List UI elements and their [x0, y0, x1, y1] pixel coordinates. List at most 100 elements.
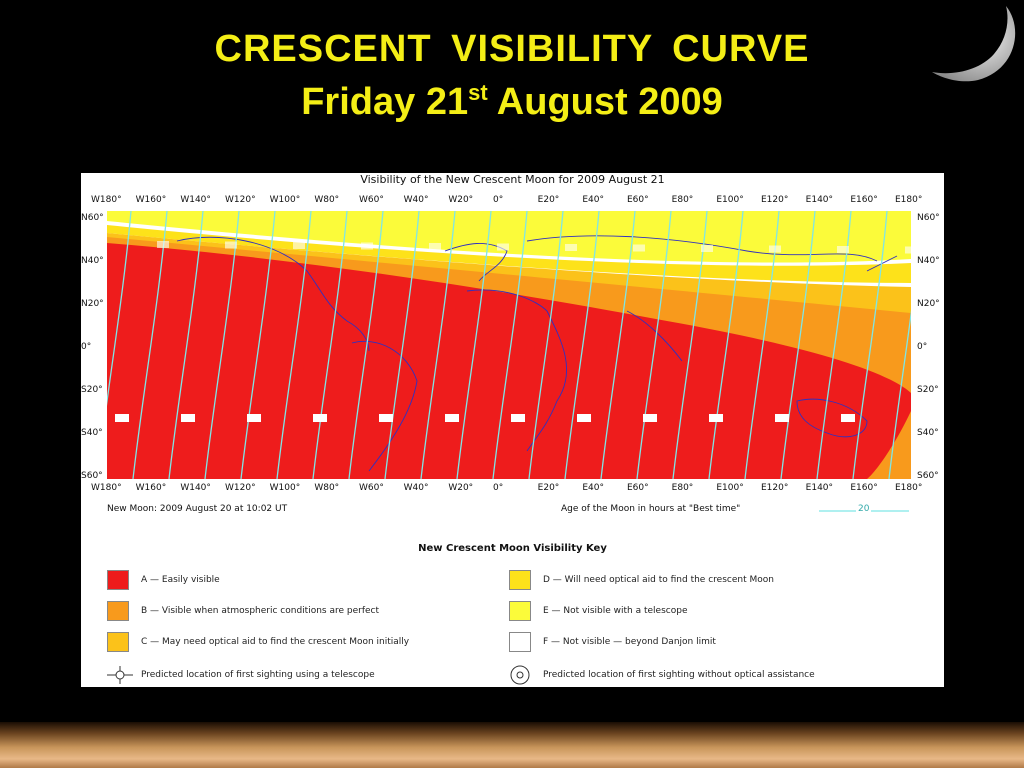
- telescope-sighting-label: Predicted location of first sighting usi…: [141, 670, 375, 680]
- longitude-label: E60°: [627, 195, 649, 205]
- latitude-label: 0°: [917, 342, 928, 352]
- contour-label-marker: [905, 246, 911, 254]
- longitude-label: W60°: [359, 195, 384, 205]
- contour-label-marker: [841, 414, 855, 422]
- visibility-map-panel: Visibility of the New Crescent Moon for …: [81, 173, 944, 687]
- contour-label-marker: [577, 414, 591, 422]
- longitude-label: W100°: [269, 483, 301, 493]
- contour-label-marker: [497, 243, 509, 251]
- longitude-label: W40°: [403, 195, 429, 205]
- longitude-label: E160°: [850, 483, 878, 493]
- latitude-label: S60°: [81, 471, 103, 481]
- moon-age-contour: [168, 211, 204, 479]
- longitude-label: E80°: [671, 483, 694, 493]
- contour-label-marker: [157, 241, 169, 248]
- moon-age-contour: [456, 211, 492, 479]
- slide-title: CRESCENT VISIBILITY CURVE: [214, 28, 810, 70]
- moon-age-contour: [492, 211, 528, 479]
- contour-label-marker: [775, 414, 789, 422]
- contour-label-marker: [115, 414, 129, 422]
- naked-eye-sighting-label: Predicted location of first sighting wit…: [543, 670, 815, 680]
- longitude-label: E40°: [582, 195, 604, 205]
- contour-label-marker: [361, 242, 373, 250]
- longitude-label: E120°: [761, 195, 789, 205]
- contour-label-marker: [701, 245, 713, 252]
- telescope-sighting-icon: [107, 666, 133, 684]
- longitude-label: E180°: [895, 483, 923, 493]
- contour-label-marker: [247, 414, 261, 422]
- latitude-label: S20°: [81, 385, 103, 395]
- swatch-f: [509, 632, 531, 652]
- longitude-label: W20°: [448, 195, 474, 205]
- latitude-label: N60°: [81, 213, 104, 223]
- latitude-label: N40°: [917, 256, 940, 266]
- decorative-horizon-band: [0, 722, 1024, 768]
- visibility-key-title: New Crescent Moon Visibility Key: [418, 543, 607, 554]
- contour-label-marker: [445, 414, 459, 422]
- longitude-label: E100°: [716, 195, 744, 205]
- contour-label-marker: [643, 414, 657, 422]
- longitude-label: E20°: [537, 483, 560, 493]
- key-item-e: E — Not visible with a telescope: [543, 606, 688, 616]
- longitude-label: E80°: [671, 195, 694, 205]
- latitude-label: S40°: [81, 428, 103, 438]
- longitude-label: E40°: [582, 483, 604, 493]
- moon-age-contour: [816, 211, 852, 479]
- slide-subtitle: Friday 21st August 2009: [301, 80, 723, 123]
- moon-age-contour: [636, 211, 672, 479]
- moon-age-contour: [600, 211, 636, 479]
- longitude-label: W80°: [314, 483, 340, 493]
- moon-age-contour: [348, 211, 384, 479]
- moon-age-contour: [564, 211, 600, 479]
- moon-age-contour: [107, 211, 132, 406]
- longitude-label: E180°: [895, 195, 923, 205]
- crescent-moon-icon: [932, 6, 1016, 82]
- moon-age-contour: [528, 211, 564, 479]
- contour-label-marker: [769, 245, 781, 253]
- new-moon-info: New Moon: 2009 August 20 at 10:02 UT: [107, 504, 288, 514]
- longitude-label: W180°: [91, 483, 122, 493]
- longitude-label: E60°: [627, 483, 649, 493]
- swatch-a: [107, 570, 129, 590]
- moon-age-contour: [384, 211, 420, 479]
- longitude-label: E160°: [850, 195, 878, 205]
- latitude-label: N60°: [917, 213, 940, 223]
- contour-label-marker: [429, 243, 441, 250]
- contour-label-marker: [225, 241, 237, 249]
- latitude-label: 0°: [81, 342, 92, 352]
- longitude-label: W100°: [269, 195, 301, 205]
- moon-age-contour: [276, 211, 312, 479]
- longitude-label: 0°: [493, 195, 504, 205]
- key-item-f: F — Not visible — beyond Danjon limit: [543, 637, 716, 647]
- latitude-label: S60°: [917, 471, 939, 481]
- contour-label-marker: [709, 414, 723, 422]
- longitude-label: W40°: [403, 483, 429, 493]
- key-item-b: B — Visible when atmospheric conditions …: [141, 606, 380, 616]
- longitude-label: W20°: [448, 483, 474, 493]
- moon-age-contour: [312, 211, 348, 479]
- latitude-label: N20°: [917, 299, 940, 309]
- latitude-label: S40°: [917, 428, 939, 438]
- moon-age-contour: [780, 211, 816, 479]
- longitude-label: E140°: [805, 483, 834, 493]
- longitude-label: W160°: [135, 195, 167, 205]
- longitude-label: W120°: [225, 195, 256, 205]
- moon-age-contour: [240, 211, 276, 479]
- moon-age-contour: [744, 211, 780, 479]
- longitude-label: W60°: [359, 483, 384, 493]
- contour-label-marker: [293, 242, 305, 249]
- longitude-label: E120°: [761, 483, 789, 493]
- longitude-label: 0°: [493, 483, 504, 493]
- moon-age-contour-labels: [115, 241, 911, 422]
- latitude-label: N40°: [81, 256, 104, 266]
- longitude-label: W140°: [180, 195, 211, 205]
- key-item-a: A — Easily visible: [141, 575, 220, 585]
- map-title: Visibility of the New Crescent Moon for …: [360, 173, 665, 186]
- longitude-label: W180°: [91, 195, 122, 205]
- longitude-label: W80°: [314, 195, 340, 205]
- contour-label-marker: [633, 244, 645, 252]
- contour-label-marker: [379, 414, 393, 422]
- longitude-label: E100°: [716, 483, 744, 493]
- latitude-label: N20°: [81, 299, 104, 309]
- contour-label-marker: [565, 244, 577, 251]
